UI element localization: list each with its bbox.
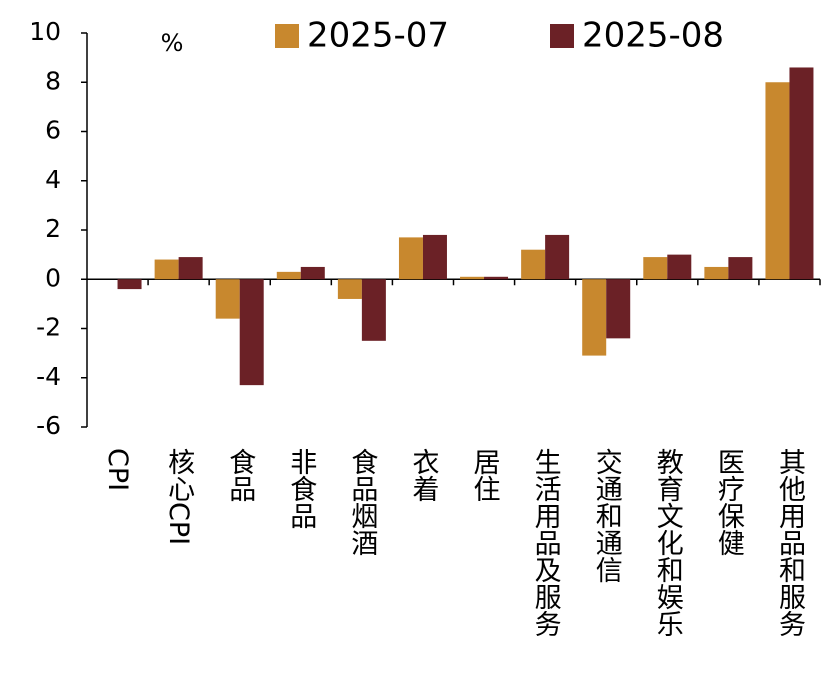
x-tick-label: 医疗保健 — [713, 448, 745, 556]
bar — [606, 279, 631, 339]
bar — [178, 257, 203, 280]
x-tick-label: 其他用品和服务 — [774, 448, 806, 637]
unit-label: % — [161, 29, 184, 57]
y-tick-label: -2 — [36, 313, 61, 342]
x-tick-label: 食品烟酒 — [346, 448, 378, 556]
bar — [765, 82, 790, 280]
y-tick-label: -4 — [36, 362, 61, 391]
bar — [521, 249, 546, 280]
bar — [337, 279, 362, 299]
bar — [484, 276, 509, 280]
x-tick-label: 居住 — [469, 448, 501, 502]
legend-swatch — [550, 24, 574, 48]
x-tick-label: 教育文化和娱乐 — [652, 448, 684, 637]
legend-label: 2025-08 — [582, 16, 724, 56]
legend-label: 2025-07 — [307, 16, 449, 56]
y-tick-label: 2 — [45, 214, 61, 243]
bar — [704, 266, 729, 280]
x-tick-label: CPI — [102, 448, 133, 491]
x-tick-label: 生活用品及服务 — [530, 448, 562, 637]
y-tick-label: 8 — [45, 66, 61, 95]
bar — [276, 271, 301, 280]
bar — [422, 234, 447, 280]
bar — [789, 67, 814, 280]
y-tick-label: 6 — [45, 116, 61, 145]
bar — [728, 257, 753, 280]
bar — [582, 279, 607, 356]
x-tick-label: 非食品 — [285, 448, 316, 529]
bar — [300, 266, 325, 280]
bar — [215, 279, 240, 319]
x-tick-label: 食品 — [224, 448, 255, 502]
bar — [117, 279, 142, 290]
bar — [545, 234, 570, 280]
bar — [361, 279, 386, 341]
bar — [460, 276, 485, 280]
x-tick-label: 交通和通信 — [591, 448, 623, 583]
legend-swatch — [275, 24, 299, 48]
y-tick-label: 0 — [45, 263, 61, 292]
y-tick-label: 4 — [45, 165, 61, 194]
bar — [154, 259, 179, 280]
bar — [643, 257, 668, 280]
bar — [667, 254, 692, 280]
bar — [398, 237, 423, 280]
x-tick-label: 衣着 — [407, 448, 439, 502]
bar — [239, 279, 264, 386]
y-tick-label: -6 — [36, 411, 61, 440]
x-tick-label: 核心CPI — [163, 448, 195, 545]
y-tick-label: 10 — [29, 17, 61, 46]
